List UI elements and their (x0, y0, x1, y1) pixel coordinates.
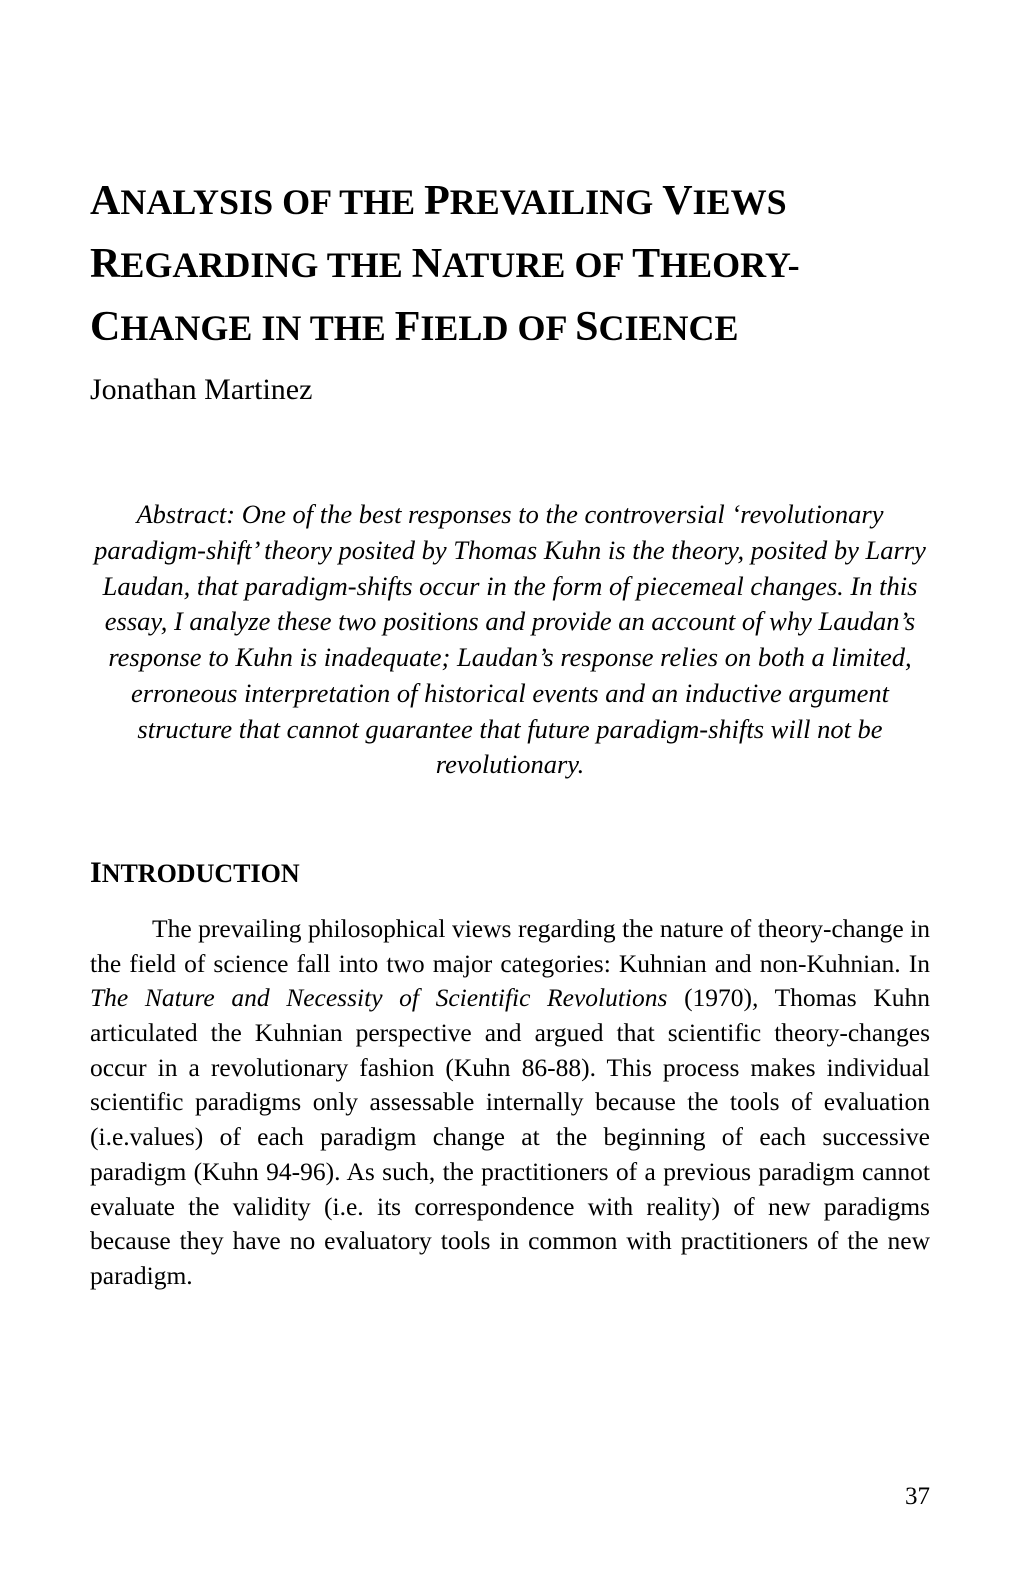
page-number: 37 (905, 1483, 930, 1511)
paper-title: ANALYSIS OF THE PREVAILING VIEWS REGARDI… (90, 170, 930, 359)
paper-page: ANALYSIS OF THE PREVAILING VIEWS REGARDI… (0, 0, 1020, 1354)
section-heading-introduction: INTRODUCTION (90, 856, 930, 890)
paper-abstract: Abstract: One of the best responses to t… (90, 497, 930, 783)
paper-body-text: The prevailing philosophical views regar… (90, 912, 930, 1293)
paper-author: Jonathan Martinez (90, 373, 930, 407)
